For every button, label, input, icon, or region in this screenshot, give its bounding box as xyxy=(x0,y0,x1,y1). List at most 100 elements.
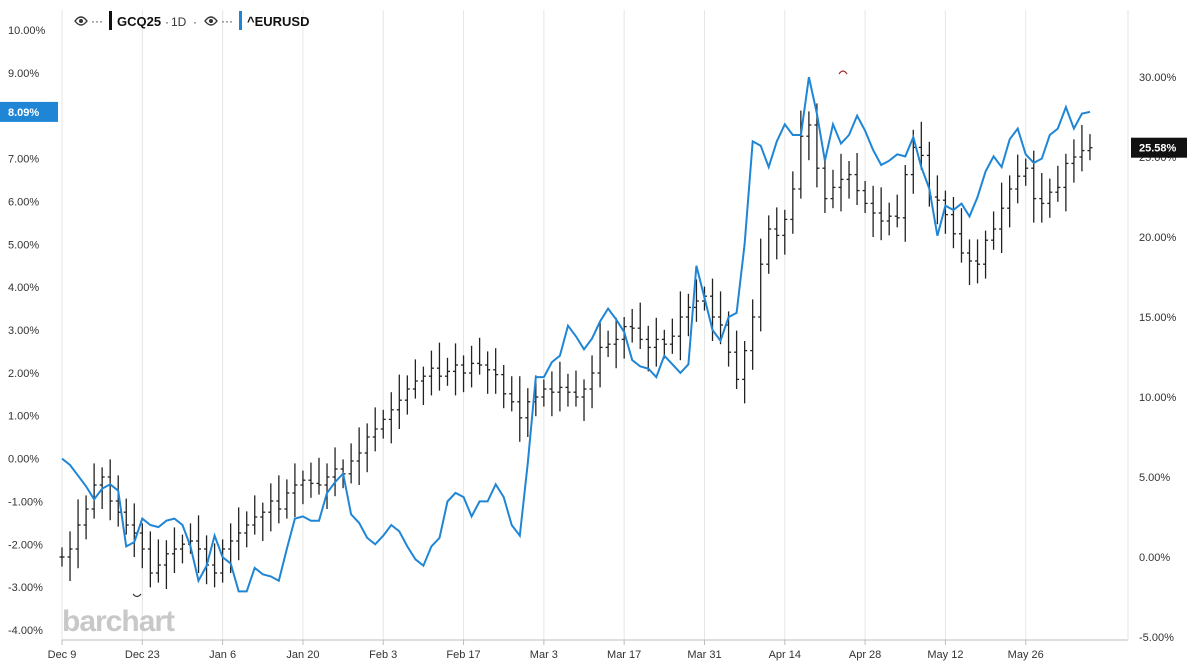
ohlc-bar xyxy=(621,317,627,359)
ohlc-bar xyxy=(91,463,97,519)
x-tick-label: May 12 xyxy=(927,649,963,661)
ohlc-bar xyxy=(525,388,531,437)
left-tick-label: 1.00% xyxy=(8,411,39,423)
gc-series xyxy=(59,103,1093,589)
ohlc-bar xyxy=(870,185,876,237)
ohlc-bar xyxy=(268,483,274,532)
ohlc-bar xyxy=(196,515,202,573)
ohlc-bar xyxy=(485,351,491,394)
x-tick-label: Apr 14 xyxy=(769,649,801,661)
ohlc-bar xyxy=(846,161,852,199)
ohlc-bar xyxy=(220,539,226,583)
x-tick-label: Mar 3 xyxy=(530,649,558,661)
legend-series1-interval[interactable]: 1D xyxy=(171,15,187,29)
legend-eye-icon-1[interactable] xyxy=(74,16,88,26)
ohlc-bar xyxy=(75,499,81,569)
ohlc-bar xyxy=(677,291,683,361)
ohlc-bar xyxy=(324,463,330,509)
eurusd-series-line xyxy=(61,76,1091,593)
ohlc-bar xyxy=(999,182,1005,253)
ohlc-bar xyxy=(107,459,113,521)
ohlc-bar xyxy=(428,350,434,396)
legend-eye-icon-2[interactable] xyxy=(204,16,218,26)
ohlc-bar xyxy=(517,376,523,442)
ohlc-bar xyxy=(131,503,137,557)
ohlc-bar xyxy=(983,230,989,279)
left-tick-label: 6.00% xyxy=(8,196,39,208)
ohlc-bar xyxy=(669,318,675,354)
legend-menu-icon-2[interactable]: ··· xyxy=(221,14,233,28)
ohlc-bar xyxy=(461,355,467,393)
grid-lines xyxy=(61,10,1129,641)
right-tick-label: 5.00% xyxy=(1139,472,1170,484)
ohlc-bar xyxy=(589,355,595,409)
x-tick-label: Feb 3 xyxy=(369,649,397,661)
ohlc-bar xyxy=(1023,158,1029,186)
ohlc-bar xyxy=(902,165,908,242)
ohlc-bar xyxy=(300,470,306,505)
left-tick-label: 2.00% xyxy=(8,368,39,380)
ohlc-bar xyxy=(798,110,804,199)
left-tick-label: 0.00% xyxy=(8,454,39,466)
ohlc-bar xyxy=(171,527,177,573)
ohlc-bar xyxy=(967,239,973,285)
ohlc-bar xyxy=(244,511,250,548)
ohlc-bar xyxy=(597,321,603,388)
left-tick-label: 10.00% xyxy=(8,25,46,37)
ohlc-bar xyxy=(1047,178,1053,218)
ohlc-bar xyxy=(332,447,338,497)
legend-menu-icon-1[interactable]: ··· xyxy=(91,14,103,28)
left-value-badge-text: 8.09% xyxy=(8,107,39,119)
ohlc-bar xyxy=(1063,153,1069,212)
ohlc-bar xyxy=(348,443,354,484)
ohlc-bar xyxy=(958,208,964,263)
ohlc-bar xyxy=(1015,154,1021,204)
ohlc-bar xyxy=(139,523,145,569)
ohlc-bar xyxy=(718,291,724,345)
low-marker-icon xyxy=(132,593,142,598)
high-marker-icon xyxy=(838,70,848,75)
left-tick-label: -3.00% xyxy=(8,582,43,594)
ohlc-bar xyxy=(372,407,378,452)
legend-series1-symbol[interactable]: GCQ25 xyxy=(117,14,161,29)
legend-series2-symbol[interactable]: ^EURUSD xyxy=(247,14,310,29)
ohlc-bar xyxy=(436,342,442,391)
ohlc-bar xyxy=(412,359,418,399)
ohlc-bar xyxy=(838,153,844,212)
ohlc-bar xyxy=(653,317,659,367)
ohlc-bar xyxy=(790,171,796,234)
ohlc-bar xyxy=(276,475,282,524)
ohlc-bar xyxy=(453,343,459,396)
ohlc-bar xyxy=(252,495,258,535)
ohlc-bar xyxy=(565,373,571,407)
ohlc-bar xyxy=(878,187,884,241)
ohlc-bar xyxy=(806,111,812,161)
ohlc-bar xyxy=(388,392,394,444)
ohlc-bar xyxy=(444,357,450,386)
ohlc-bar xyxy=(822,158,828,213)
left-tick-label: -2.00% xyxy=(8,539,43,551)
ohlc-bar xyxy=(862,181,868,213)
right-tick-label: 10.00% xyxy=(1139,392,1177,404)
ohlc-bar xyxy=(549,371,555,417)
x-tick-label: Jan 20 xyxy=(286,649,319,661)
x-tick-label: Dec 9 xyxy=(48,649,77,661)
ohlc-bar xyxy=(1007,175,1013,228)
right-value-badge-text: 25.58% xyxy=(1139,143,1177,155)
ohlc-bar xyxy=(163,540,169,589)
ohlc-bar xyxy=(477,337,483,375)
ohlc-bar xyxy=(613,317,619,369)
legend-swatch-eurusd xyxy=(239,11,242,30)
left-tick-label: 5.00% xyxy=(8,239,39,251)
x-tick-label: Mar 17 xyxy=(607,649,641,661)
left-tick-label: 3.00% xyxy=(8,325,39,337)
ohlc-bar xyxy=(693,279,699,322)
ohlc-bar xyxy=(557,361,563,412)
x-axis: Dec 9 Dec 23 Jan 6 Jan 20 Feb 3 Feb 17 Mar 3 Ma… xyxy=(48,640,1044,661)
ohlc-bar xyxy=(1055,165,1061,202)
ohlc-bar xyxy=(645,325,651,372)
x-tick-label: Mar 31 xyxy=(687,649,721,661)
ohlc-bar xyxy=(991,211,997,250)
